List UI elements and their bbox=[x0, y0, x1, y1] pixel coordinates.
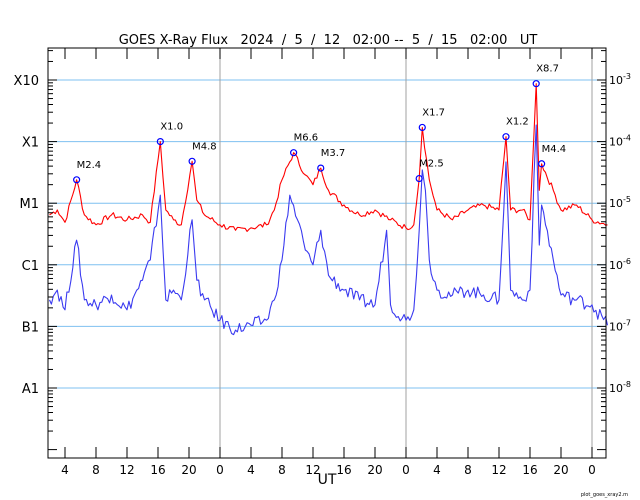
y-flux-label-base: 10 bbox=[609, 382, 623, 395]
y-flux-label-base: 10 bbox=[609, 197, 623, 210]
flare-marker bbox=[538, 160, 546, 168]
flare-marker bbox=[188, 157, 196, 165]
flare-label: X8.7 bbox=[536, 64, 559, 75]
series-line-long bbox=[49, 83, 608, 232]
x-tick-label: 0 bbox=[588, 463, 596, 477]
flare-label: X1.0 bbox=[160, 122, 183, 133]
flare-marker bbox=[317, 164, 325, 172]
flare-label: M2.5 bbox=[419, 159, 444, 170]
axes: 4 8 12 16 20 0 4 8 12 16 20 0 4 8 12 16 20 0 X10 X1 M1 C1 B1 A1… bbox=[14, 48, 631, 477]
x-tick-label: 20 bbox=[553, 463, 568, 477]
chart-title: GOES X-Ray Flux 2024 / 5 / 12 02:00 -- 5… bbox=[119, 33, 538, 48]
y-flux-label: 10-4 bbox=[609, 134, 631, 149]
flare-marker bbox=[290, 149, 298, 157]
y-class-label: M1 bbox=[20, 197, 40, 212]
flare-label: X1.2 bbox=[506, 117, 529, 128]
y-flux-label: 10-8 bbox=[609, 380, 631, 395]
y-flux-label-exponent: -7 bbox=[623, 318, 631, 327]
flare-label: M4.8 bbox=[192, 141, 217, 152]
flare-marker bbox=[532, 80, 540, 88]
flare-marker bbox=[418, 123, 426, 132]
y-flux-label-base: 10 bbox=[609, 320, 623, 333]
x-tick-label: 8 bbox=[92, 463, 100, 477]
flare-marker bbox=[156, 138, 164, 146]
y-flux-label-exponent: -4 bbox=[623, 134, 631, 143]
x-tick-label: 12 bbox=[119, 463, 134, 477]
flare-marker bbox=[415, 174, 423, 183]
flare-label: M4.4 bbox=[542, 144, 567, 155]
flare-label: M2.4 bbox=[77, 160, 102, 171]
y-flux-label-base: 10 bbox=[609, 136, 623, 149]
x-tick-label: 4 bbox=[247, 463, 255, 477]
x-tick-label: 4 bbox=[61, 463, 69, 477]
x-tick-label: 0 bbox=[216, 463, 224, 477]
x-tick-label: 0 bbox=[402, 463, 410, 477]
x-tick-label: 4 bbox=[433, 463, 441, 477]
x-tick-label: 20 bbox=[367, 463, 382, 477]
x-tick-label: 20 bbox=[181, 463, 196, 477]
flare-label: X1.7 bbox=[422, 107, 445, 118]
y-flux-label: 10-3 bbox=[609, 72, 631, 87]
x-tick-label: 8 bbox=[464, 463, 472, 477]
y-flux-label: 10-6 bbox=[609, 257, 631, 272]
x-tick-label: 8 bbox=[278, 463, 286, 477]
x-tick-label: 16 bbox=[336, 463, 351, 477]
y-flux-label-exponent: -5 bbox=[623, 195, 631, 204]
series-line-short bbox=[48, 124, 609, 336]
x-tick-label: 12 bbox=[305, 463, 320, 477]
flare-markers: M2.4 X1.0 M4.8 M6.6M3.7 M2.5 X1.7 X1.2 X8.7 M4.4 bbox=[73, 64, 567, 184]
y-flux-label: 10-5 bbox=[609, 195, 631, 210]
y-flux-label-exponent: -3 bbox=[623, 72, 631, 81]
flare-label: M6.6 bbox=[294, 133, 319, 144]
x-tick-label: 16 bbox=[150, 463, 165, 477]
x-tick-label: 16 bbox=[522, 463, 537, 477]
y-flux-label-exponent: -6 bbox=[623, 257, 631, 266]
series-layer bbox=[48, 83, 609, 336]
plot-frame bbox=[47, 47, 607, 459]
y-flux-label-exponent: -8 bbox=[623, 380, 631, 389]
y-flux-label-base: 10 bbox=[609, 259, 623, 272]
y-class-label: A1 bbox=[22, 382, 39, 397]
y-class-label: X1 bbox=[22, 136, 39, 151]
flare-label: M3.7 bbox=[321, 148, 346, 159]
y-class-label: B1 bbox=[22, 320, 39, 335]
flare-marker bbox=[502, 133, 510, 141]
y-class-label: C1 bbox=[22, 259, 39, 274]
x-tick-label: 12 bbox=[491, 463, 506, 477]
grid bbox=[48, 48, 606, 458]
x-axis-label: UT bbox=[318, 472, 337, 488]
y-flux-label-base: 10 bbox=[609, 74, 623, 87]
y-class-label: X10 bbox=[14, 74, 39, 89]
footer-credit: plot_goes_xray2.m bbox=[581, 492, 628, 498]
y-flux-label: 10-7 bbox=[609, 318, 631, 333]
flare-marker bbox=[73, 176, 81, 184]
